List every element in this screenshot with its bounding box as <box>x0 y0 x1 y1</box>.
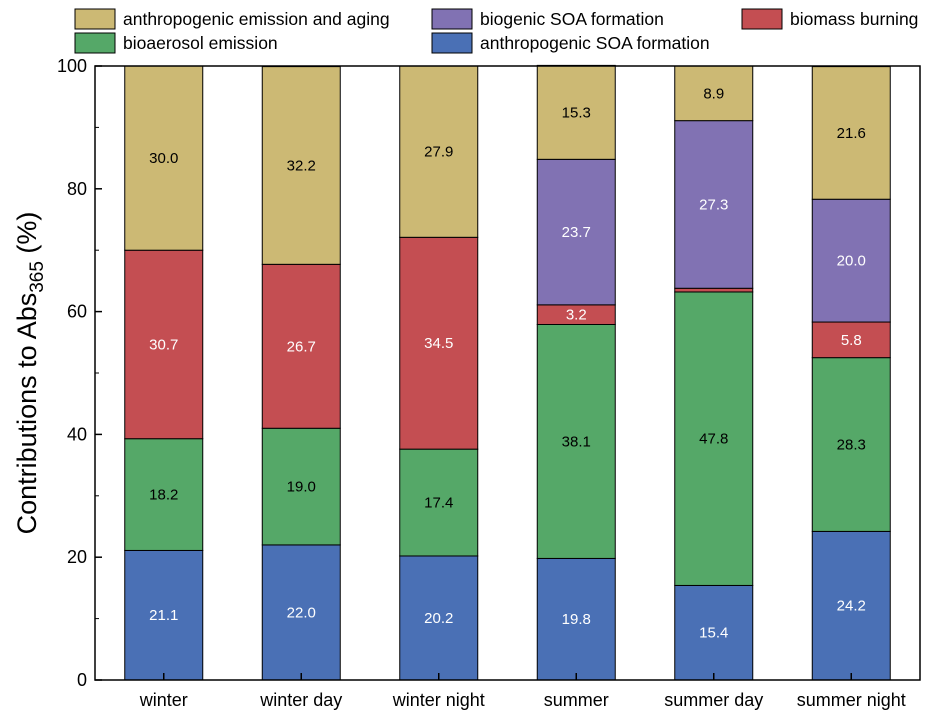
bar-anthropogenic-emission-and-aging-1 <box>261 66 341 265</box>
data-label: 5.8 <box>841 332 862 349</box>
bar-biogenic-soa-formation-3 <box>536 158 616 306</box>
data-label: 30.0 <box>149 150 178 167</box>
bar-bioaerosol-emission-4 <box>674 291 754 586</box>
bar-bioaerosol-emission-5 <box>811 357 891 532</box>
legend-entry: anthropogenic SOA formation <box>480 33 710 53</box>
data-label: 38.1 <box>562 433 591 450</box>
legend-swatch <box>431 32 473 54</box>
y-tick-label: 20 <box>67 547 87 567</box>
x-tick-label: winter <box>139 690 188 710</box>
legend-swatch <box>74 8 116 30</box>
data-label: 47.8 <box>699 431 728 448</box>
data-label: 17.4 <box>424 495 453 512</box>
x-tick-label: summer day <box>664 690 763 710</box>
x-axis: winter winter day winter night summer summer… <box>139 673 906 710</box>
data-label: 21.1 <box>149 607 178 624</box>
bar-bioaerosol-emission-2 <box>399 448 479 557</box>
data-label: 18.2 <box>149 487 178 504</box>
bar-biomass-burning-4 <box>674 287 754 293</box>
x-tick-label: winter day <box>259 690 342 710</box>
data-label: 3.2 <box>566 307 587 324</box>
legend-entry: anthropogenic emission and aging <box>123 9 390 29</box>
bar-biogenic-soa-formation-4 <box>674 120 754 289</box>
data-label: 15.4 <box>699 625 728 642</box>
data-label: 19.0 <box>287 479 316 496</box>
data-label: 27.9 <box>424 144 453 161</box>
bar-anthropogenic-emission-and-aging-5 <box>811 66 891 200</box>
y-tick-label: 80 <box>67 179 87 199</box>
x-tick-label: summer night <box>797 690 906 710</box>
legend-swatch <box>741 8 783 30</box>
bar-anthropogenic-soa-formation-3 <box>536 557 616 681</box>
data-label: 23.7 <box>562 224 591 241</box>
data-label: 8.9 <box>703 85 724 102</box>
x-tick-label: summer <box>544 690 609 710</box>
plot-frame <box>94 65 921 681</box>
legend-entry: bioaerosol emission <box>123 33 278 53</box>
data-label: 19.8 <box>562 611 591 628</box>
bar-anthropogenic-soa-formation-4 <box>674 584 754 681</box>
bar-bioaerosol-emission-1 <box>261 427 341 546</box>
y-tick-label: 40 <box>67 424 87 444</box>
bar-anthropogenic-soa-formation-1 <box>261 544 341 681</box>
bar-biomass-burning-1 <box>261 263 341 429</box>
bar-bioaerosol-emission-0 <box>124 438 204 551</box>
legend-swatch <box>431 8 473 30</box>
x-tick-label: winter night <box>392 690 485 710</box>
y-axis-label: Contributions to Abs365 (%) <box>12 212 48 535</box>
data-label: 24.2 <box>837 598 866 615</box>
y-axis: 0 20 40 60 80 100 <box>57 56 102 690</box>
bar-anthropogenic-soa-formation-0 <box>124 549 204 681</box>
bar-biogenic-soa-formation-5 <box>811 198 891 323</box>
legend-entry: biomass burning <box>790 9 918 29</box>
y-tick-label: 60 <box>67 302 87 322</box>
bar-biomass-burning-2 <box>399 236 479 450</box>
bars-group <box>124 64 891 681</box>
data-label: 32.2 <box>287 157 316 174</box>
data-label: 20.2 <box>424 610 453 627</box>
data-label: 22.0 <box>287 604 316 621</box>
bar-anthropogenic-soa-formation-5 <box>811 530 891 681</box>
data-label: 20.0 <box>837 253 866 270</box>
legend-swatch <box>74 32 116 54</box>
bar-anthropogenic-emission-and-aging-2 <box>399 65 479 238</box>
bar-anthropogenic-emission-and-aging-0 <box>124 65 204 251</box>
data-labels-group: 21.1 18.2 30.7 30.0 22.0 19.0 26.7 32.2 20.2 17.4… <box>149 85 866 641</box>
data-label: 21.6 <box>837 125 866 142</box>
data-label: 34.5 <box>424 335 453 352</box>
bar-anthropogenic-emission-and-aging-4 <box>674 65 754 122</box>
data-label: 28.3 <box>837 437 866 454</box>
data-label: 27.3 <box>699 196 728 213</box>
data-label: 26.7 <box>287 338 316 355</box>
legend: anthropogenic emission and aging biogenic… <box>74 8 918 54</box>
bar-anthropogenic-emission-and-aging-3 <box>536 64 616 160</box>
y-tick-label: 100 <box>57 56 87 76</box>
y-tick-label: 0 <box>77 670 87 690</box>
legend-entry: biogenic SOA formation <box>480 9 664 29</box>
data-label: 15.3 <box>562 104 591 121</box>
data-label: 30.7 <box>149 336 178 353</box>
